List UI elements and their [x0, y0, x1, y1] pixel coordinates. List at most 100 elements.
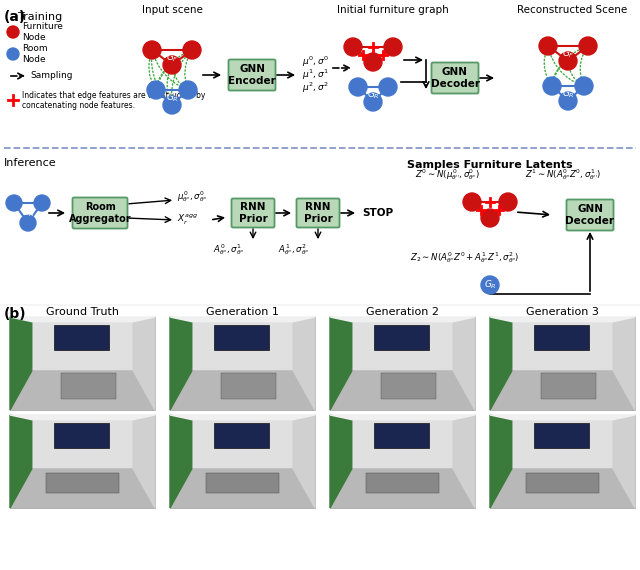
Bar	[221, 373, 276, 399]
Circle shape	[539, 37, 557, 55]
Text: $Z^1 \sim N(A^0_{\theta^{\prime\prime}}Z^0, \sigma^1_{\theta^{\prime\prime}})$: $Z^1 \sim N(A^0_{\theta^{\prime\prime}}Z…	[525, 168, 601, 182]
Text: $G_R$: $G_R$	[561, 88, 575, 100]
Text: GNN
Encoder: GNN Encoder	[228, 64, 276, 86]
Bar	[10, 317, 155, 410]
Text: $G_F$: $G_F$	[166, 52, 179, 64]
Bar	[381, 373, 436, 399]
Circle shape	[344, 38, 362, 56]
Polygon shape	[490, 371, 635, 410]
Polygon shape	[10, 415, 32, 508]
Circle shape	[575, 77, 593, 95]
Text: GNN
Decoder: GNN Decoder	[431, 67, 479, 89]
Circle shape	[481, 209, 499, 227]
Circle shape	[179, 81, 197, 99]
Circle shape	[7, 48, 19, 60]
Text: Generation 3: Generation 3	[525, 307, 598, 317]
Circle shape	[349, 78, 367, 96]
Polygon shape	[32, 321, 133, 371]
Circle shape	[379, 78, 397, 96]
FancyBboxPatch shape	[232, 198, 275, 227]
Bar	[330, 317, 475, 410]
Bar	[214, 325, 269, 351]
Text: Reconstructed Scene: Reconstructed Scene	[517, 5, 627, 15]
Bar	[54, 424, 109, 449]
Polygon shape	[512, 420, 613, 469]
Text: STOP: STOP	[362, 208, 393, 218]
Bar	[214, 424, 269, 449]
Bar	[46, 473, 119, 493]
FancyBboxPatch shape	[566, 200, 614, 230]
Bar	[534, 325, 589, 351]
Bar	[54, 325, 109, 351]
Polygon shape	[490, 317, 512, 410]
Text: Inference: Inference	[4, 158, 56, 168]
Polygon shape	[10, 371, 155, 410]
Text: RNN
Prior: RNN Prior	[303, 202, 332, 224]
Circle shape	[499, 193, 517, 211]
Bar	[534, 424, 589, 449]
Bar	[61, 373, 116, 399]
Circle shape	[6, 195, 22, 211]
Polygon shape	[352, 420, 453, 469]
Text: $G_R$: $G_R$	[22, 207, 35, 219]
Text: Generation 2: Generation 2	[365, 307, 438, 317]
Circle shape	[143, 41, 161, 59]
Text: $\mu^0, \sigma^0$: $\mu^0, \sigma^0$	[302, 55, 329, 69]
Text: Indicates that edge features are constructed by: Indicates that edge features are constru…	[22, 92, 205, 100]
Text: $\mu^2, \sigma^2$: $\mu^2, \sigma^2$	[302, 81, 329, 95]
Circle shape	[147, 81, 165, 99]
Polygon shape	[330, 469, 475, 508]
Polygon shape	[330, 415, 475, 420]
Bar	[170, 317, 315, 410]
Polygon shape	[490, 415, 512, 508]
Bar	[330, 415, 475, 508]
Text: Samples Furniture Latents: Samples Furniture Latents	[407, 160, 573, 170]
Polygon shape	[10, 469, 155, 508]
Text: $A^1_{\theta^{\prime\prime}}, \sigma^2_{\theta^{\prime\prime}}$: $A^1_{\theta^{\prime\prime}}, \sigma^2_{…	[278, 243, 310, 258]
Polygon shape	[330, 415, 352, 508]
Bar	[490, 317, 635, 410]
Polygon shape	[512, 321, 613, 371]
Polygon shape	[490, 415, 635, 420]
Polygon shape	[613, 317, 635, 410]
Text: Generation 1: Generation 1	[205, 307, 278, 317]
Polygon shape	[10, 317, 155, 321]
Circle shape	[579, 37, 597, 55]
Polygon shape	[10, 415, 155, 420]
Circle shape	[364, 53, 382, 71]
Circle shape	[559, 52, 577, 70]
Circle shape	[183, 41, 201, 59]
Text: $X_r^{agg}$: $X_r^{agg}$	[177, 213, 198, 227]
Text: (b): (b)	[4, 307, 27, 321]
Polygon shape	[10, 317, 32, 410]
Polygon shape	[293, 317, 315, 410]
Polygon shape	[490, 317, 635, 321]
Circle shape	[559, 92, 577, 110]
Text: Room
Node: Room Node	[22, 44, 47, 64]
Polygon shape	[170, 469, 315, 508]
Text: Sampling: Sampling	[30, 71, 72, 80]
Bar	[170, 415, 315, 508]
Circle shape	[7, 26, 19, 38]
Text: $Z_2 \sim N(A^0_{\theta^{\prime\prime}}Z^0 + A^1_{\theta^{\prime\prime}}Z^1, \si: $Z_2 \sim N(A^0_{\theta^{\prime\prime}}Z…	[410, 251, 520, 266]
Text: Training: Training	[18, 12, 62, 22]
Circle shape	[34, 195, 50, 211]
Circle shape	[163, 56, 181, 74]
Polygon shape	[293, 415, 315, 508]
Text: $G_R$: $G_R$	[166, 92, 179, 104]
Text: $G_R$: $G_R$	[484, 279, 497, 291]
Text: Ground Truth: Ground Truth	[45, 307, 118, 317]
Bar	[490, 415, 635, 508]
Text: $\mu^0_{\theta^{\prime\prime}}, \sigma^0_{\theta^{\prime\prime}}$: $\mu^0_{\theta^{\prime\prime}}, \sigma^0…	[177, 190, 208, 205]
Text: $G_F$: $G_F$	[562, 48, 574, 60]
FancyBboxPatch shape	[228, 59, 275, 91]
Polygon shape	[32, 420, 133, 469]
Circle shape	[20, 215, 36, 231]
Text: Furniture
Node: Furniture Node	[22, 22, 63, 42]
Bar	[374, 325, 429, 351]
Bar	[541, 373, 596, 399]
Text: $\mu^1, \sigma^1$: $\mu^1, \sigma^1$	[302, 68, 329, 82]
Text: concatenating node features.: concatenating node features.	[22, 101, 135, 111]
Polygon shape	[453, 415, 475, 508]
Polygon shape	[352, 321, 453, 371]
